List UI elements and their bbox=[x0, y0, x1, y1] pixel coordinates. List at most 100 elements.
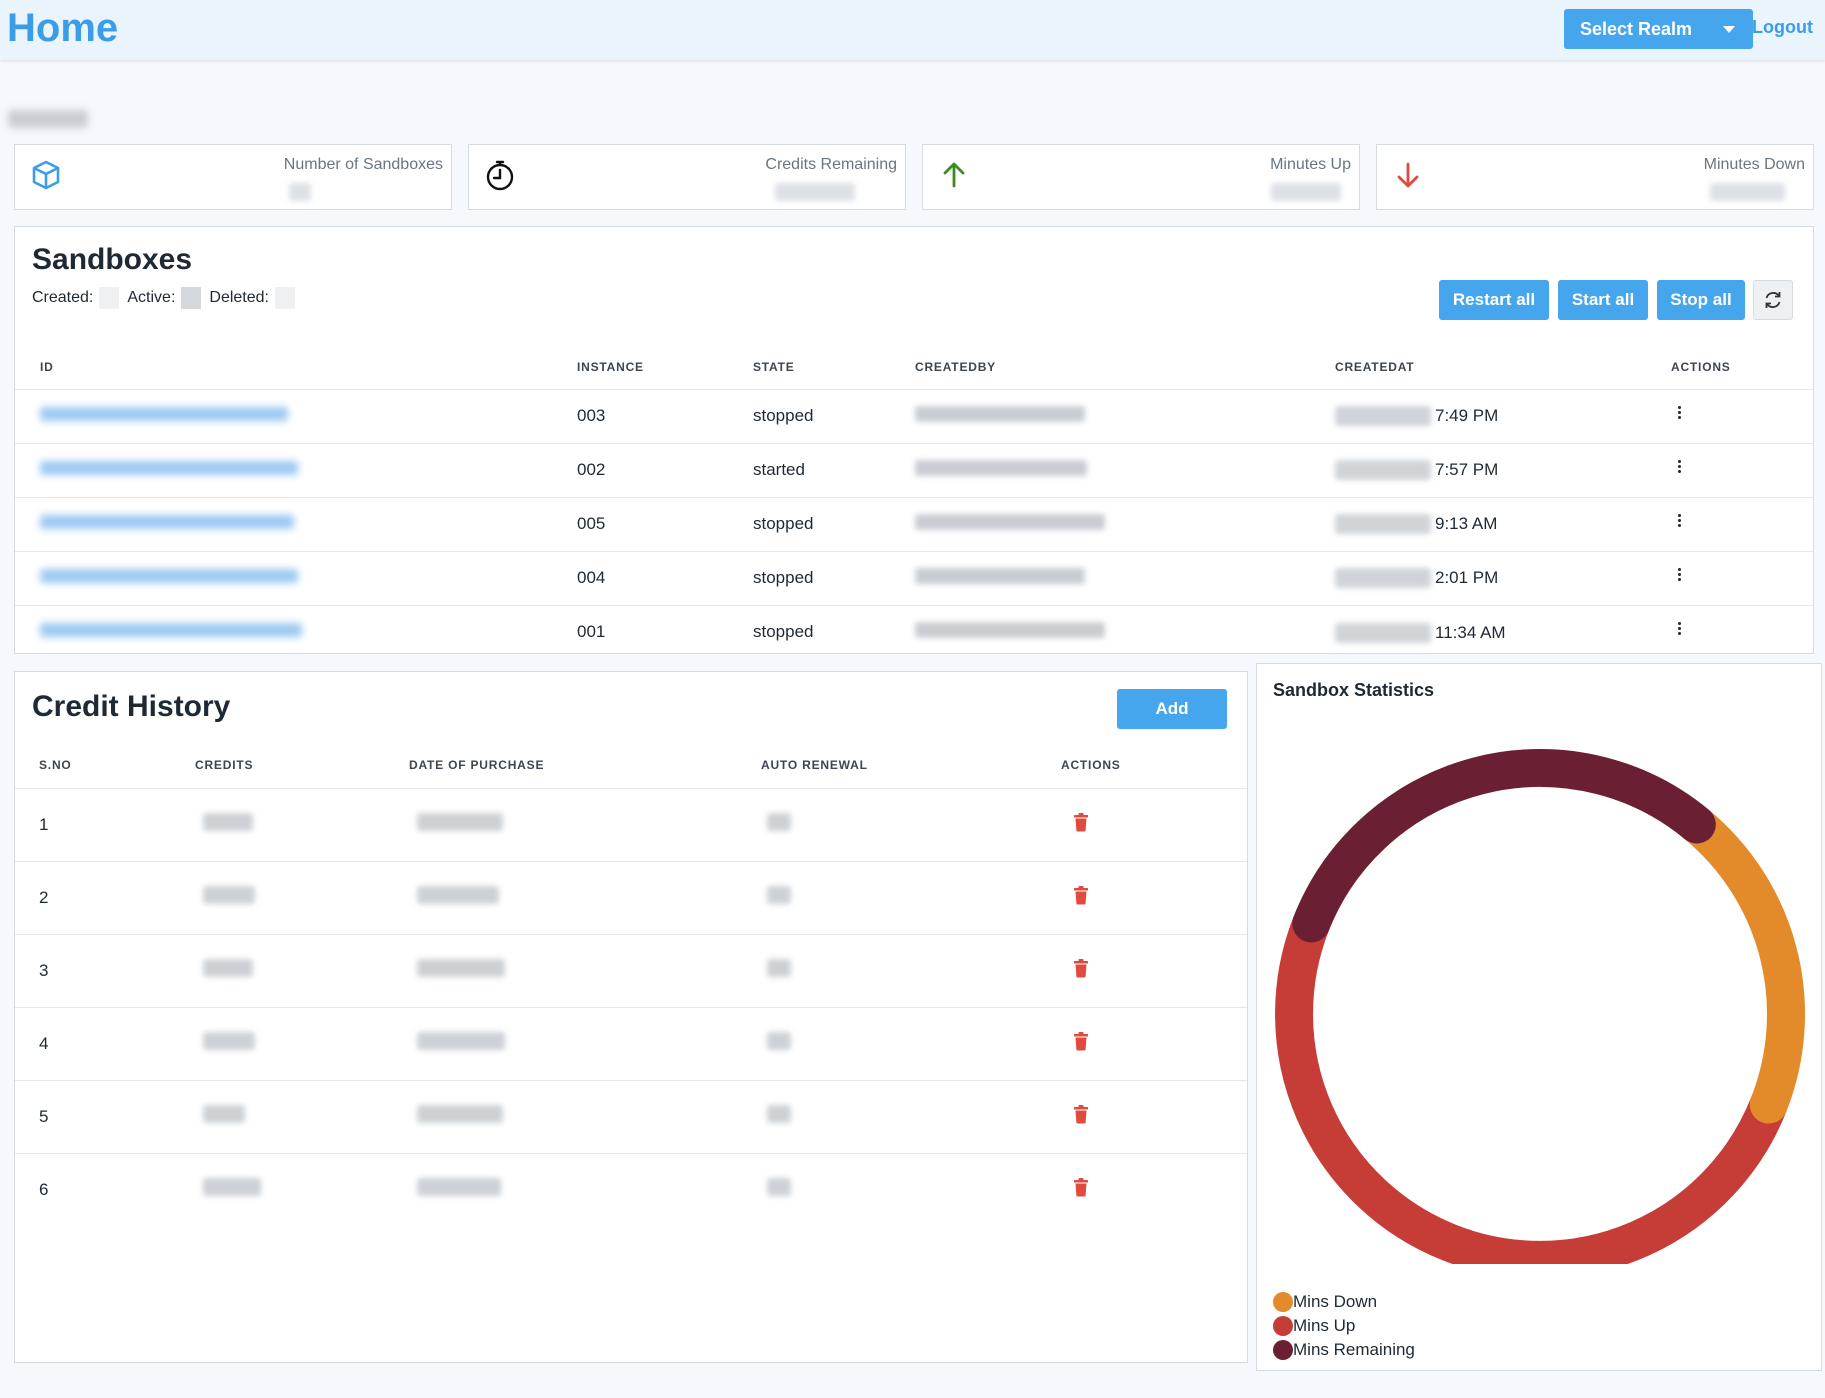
row-actions-menu-icon[interactable] bbox=[1673, 459, 1687, 476]
sandboxes-title: Sandboxes bbox=[32, 243, 193, 276]
col-instance: INSTANCE bbox=[577, 359, 644, 374]
sandbox-instance: 005 bbox=[577, 496, 753, 551]
sandbox-createdat-date-redacted bbox=[1335, 406, 1431, 427]
sandboxes-panel: Sandboxes Created: Active: Deleted: Rest… bbox=[14, 226, 1814, 659]
sandbox-createdat-time: 7:49 PM bbox=[1435, 406, 1499, 426]
auto-renewal-redacted bbox=[767, 1105, 791, 1123]
sandbox-state: stopped bbox=[753, 496, 915, 551]
sandbox-row: 005 stopped 9:13 AM bbox=[15, 496, 1813, 551]
stat-label: Minutes Up bbox=[1270, 156, 1351, 173]
credit-row: 3 bbox=[15, 933, 1247, 1007]
credit-amount-redacted bbox=[203, 1105, 245, 1123]
delete-icon[interactable] bbox=[1073, 812, 1089, 832]
chart-legend: Mins Down Mins Up Mins Remaining bbox=[1273, 1290, 1415, 1362]
auto-renewal-redacted bbox=[767, 886, 791, 904]
col-sno: S.NO bbox=[39, 757, 72, 772]
legend-item[interactable]: Mins Down bbox=[1273, 1290, 1415, 1314]
sandbox-row: 001 stopped 11:34 AM bbox=[15, 604, 1813, 659]
sandbox-createdat-time: 11:34 AM bbox=[1435, 622, 1506, 642]
delete-icon[interactable] bbox=[1073, 885, 1089, 905]
credit-amount-redacted bbox=[203, 1178, 261, 1197]
sandbox-createdby-redacted bbox=[915, 459, 1087, 476]
col-createdby: CREATEDBY bbox=[915, 359, 996, 374]
credit-sno: 1 bbox=[15, 787, 195, 861]
legend-label: Mins Up bbox=[1293, 1316, 1356, 1335]
col-id: ID bbox=[40, 359, 54, 374]
auto-renewal-redacted bbox=[767, 959, 791, 977]
sandbox-instance: 001 bbox=[577, 604, 753, 659]
sandbox-id-link-redacted[interactable] bbox=[40, 515, 294, 529]
row-actions-menu-icon[interactable] bbox=[1673, 405, 1687, 422]
purchase-date-redacted bbox=[417, 959, 505, 977]
refresh-button[interactable] bbox=[1753, 280, 1793, 320]
realm-name-redacted bbox=[8, 110, 88, 128]
credit-amount-redacted bbox=[203, 959, 253, 977]
refresh-icon bbox=[1765, 292, 1781, 308]
select-realm-label: Select Realm bbox=[1580, 18, 1693, 39]
donut-slice-mins-down[interactable] bbox=[1677, 805, 1805, 1124]
stat-card-credits: Credits Remaining bbox=[468, 144, 906, 210]
credit-sno: 6 bbox=[15, 1152, 195, 1226]
delete-icon[interactable] bbox=[1073, 958, 1089, 978]
delete-icon[interactable] bbox=[1073, 1031, 1089, 1051]
sandboxes-table: ID INSTANCE STATE CREATEDBY CREATEDAT AC… bbox=[15, 345, 1813, 659]
stop-all-button[interactable]: Stop all bbox=[1657, 280, 1745, 320]
delete-icon[interactable] bbox=[1073, 1177, 1089, 1197]
donut-slice-mins-up[interactable] bbox=[1275, 904, 1788, 1264]
sandbox-state: stopped bbox=[753, 550, 915, 605]
sandbox-instance: 003 bbox=[577, 388, 753, 443]
select-realm-button[interactable]: Select Realm bbox=[1564, 9, 1753, 49]
stat-label: Credits Remaining bbox=[765, 156, 897, 173]
col-createdat: CREATEDAT bbox=[1335, 359, 1415, 374]
add-credit-button[interactable]: Add bbox=[1117, 689, 1227, 729]
start-all-button[interactable]: Start all bbox=[1558, 280, 1648, 320]
row-actions-menu-icon[interactable] bbox=[1673, 567, 1687, 584]
restart-all-button[interactable]: Restart all bbox=[1439, 280, 1549, 320]
stopwatch-icon bbox=[486, 160, 514, 191]
arrow-up-icon bbox=[943, 162, 965, 188]
credit-row: 1 bbox=[15, 787, 1247, 861]
legend-item[interactable]: Mins Remaining bbox=[1273, 1338, 1415, 1362]
auto-renewal-redacted bbox=[767, 1032, 791, 1050]
sandbox-id-link-redacted[interactable] bbox=[40, 569, 298, 583]
col-credit-actions: ACTIONS bbox=[1061, 757, 1121, 772]
sandbox-createdat-date-redacted bbox=[1335, 622, 1431, 643]
sandbox-statistics-panel: Sandbox Statistics Mins Down Mins Up Mins … bbox=[1256, 663, 1822, 1371]
credit-amount-redacted bbox=[203, 886, 255, 904]
stat-value-redacted bbox=[775, 183, 855, 201]
active-count-redacted bbox=[181, 287, 202, 309]
sandbox-id-link-redacted[interactable] bbox=[40, 407, 288, 421]
sandbox-row: 002 started 7:57 PM bbox=[15, 442, 1813, 497]
statistics-donut-chart bbox=[1275, 749, 1805, 1264]
purchase-date-redacted bbox=[417, 1032, 505, 1050]
sandbox-createdat-time: 2:01 PM bbox=[1435, 568, 1499, 588]
sandbox-counts: Created: Active: Deleted: bbox=[32, 287, 303, 309]
credit-history-title: Credit History bbox=[32, 690, 231, 723]
stat-value-redacted bbox=[1271, 183, 1341, 201]
credit-sno: 2 bbox=[15, 860, 195, 934]
row-actions-menu-icon[interactable] bbox=[1673, 513, 1687, 530]
sandbox-row: 004 stopped 2:01 PM bbox=[15, 550, 1813, 605]
col-credits: CREDITS bbox=[195, 757, 254, 772]
sandbox-state: stopped bbox=[753, 604, 915, 659]
sandbox-createdby-redacted bbox=[915, 621, 1105, 638]
delete-icon[interactable] bbox=[1073, 1104, 1089, 1124]
credit-sno: 4 bbox=[15, 1006, 195, 1080]
stat-card-sandboxes: Number of Sandboxes bbox=[14, 144, 452, 210]
logout-link[interactable]: Logout bbox=[1752, 17, 1813, 37]
statistics-title: Sandbox Statistics bbox=[1273, 680, 1435, 700]
sandbox-createdat-time: 9:13 AM bbox=[1435, 514, 1498, 534]
sandbox-id-link-redacted[interactable] bbox=[40, 623, 302, 638]
legend-item[interactable]: Mins Up bbox=[1273, 1314, 1415, 1338]
credit-history-panel: Credit History Add S.NO CREDITS DATE OF … bbox=[14, 671, 1248, 1363]
page-title: Home bbox=[7, 6, 119, 50]
sandbox-instance: 002 bbox=[577, 442, 753, 497]
credit-sno: 5 bbox=[15, 1079, 195, 1153]
sandbox-row: 003 stopped 7:49 PM bbox=[15, 388, 1813, 443]
sandbox-id-link-redacted[interactable] bbox=[40, 461, 298, 475]
row-actions-menu-icon[interactable] bbox=[1673, 621, 1687, 638]
deleted-count-redacted bbox=[274, 287, 295, 309]
credit-row: 6 bbox=[15, 1152, 1247, 1226]
sandbox-state: started bbox=[753, 442, 915, 497]
donut-slice-mins-remaining[interactable] bbox=[1292, 749, 1716, 943]
